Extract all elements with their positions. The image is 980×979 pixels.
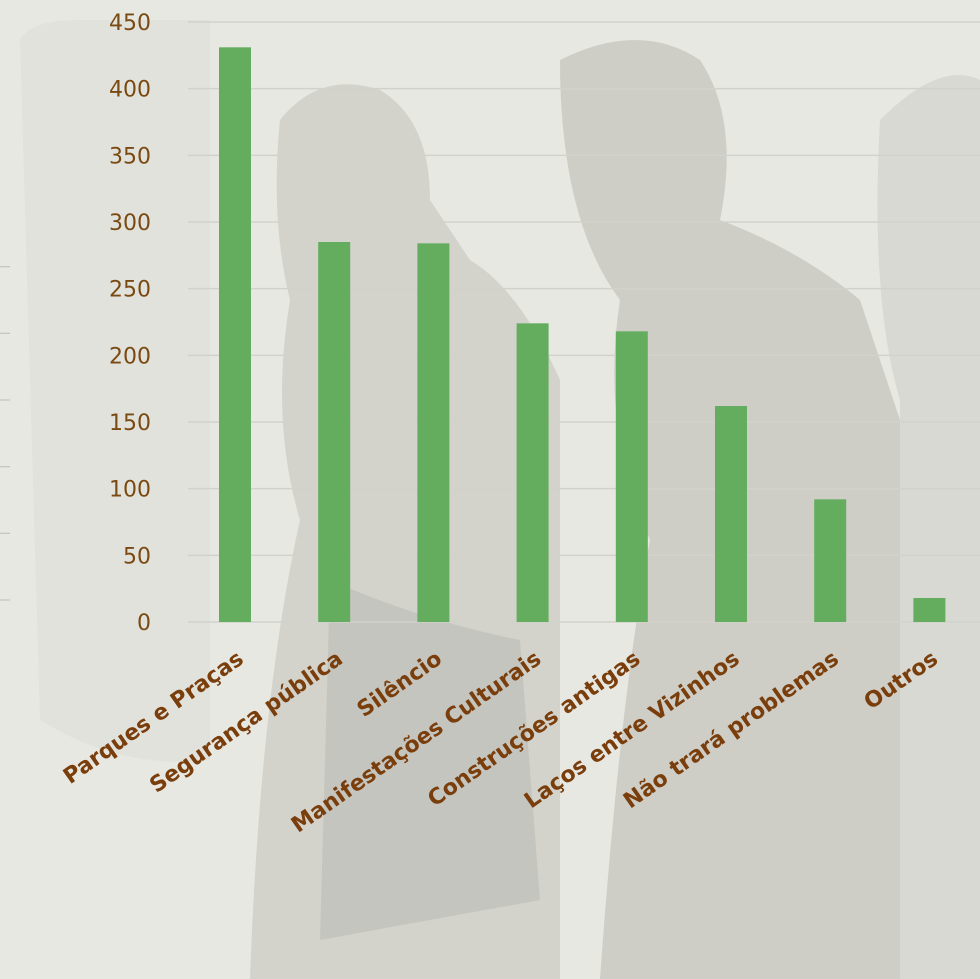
bars <box>219 47 946 623</box>
bar <box>913 598 946 622</box>
y-tick-label: 450 <box>109 11 151 36</box>
y-tick-label: 100 <box>109 478 151 503</box>
category-label: Parques e Praças <box>59 646 248 789</box>
y-tick-label: 200 <box>109 344 151 369</box>
y-tick-label: 350 <box>109 144 151 169</box>
y-tick-label: 50 <box>123 544 151 569</box>
y-axis-tick-labels: 0 50 100 150 200 250 300 350 400 450 <box>109 11 151 636</box>
category-label: Silêncio <box>353 646 447 722</box>
y-tick-label: 150 <box>109 411 151 436</box>
gridlines <box>188 21 980 623</box>
bar <box>318 242 351 622</box>
y-tick-label: 300 <box>109 211 151 236</box>
category-label: Segurança pública <box>146 646 348 798</box>
category-label: Outros <box>860 646 943 715</box>
y-tick-label: 250 <box>109 278 151 303</box>
bar <box>814 499 847 622</box>
bar <box>615 331 648 622</box>
left-edge-tick-marks <box>0 266 10 601</box>
bar <box>715 406 747 622</box>
bar <box>516 323 549 622</box>
bar <box>417 243 450 623</box>
bar <box>219 47 251 623</box>
y-tick-label: 400 <box>109 78 151 103</box>
y-tick-label: 0 <box>137 611 151 636</box>
